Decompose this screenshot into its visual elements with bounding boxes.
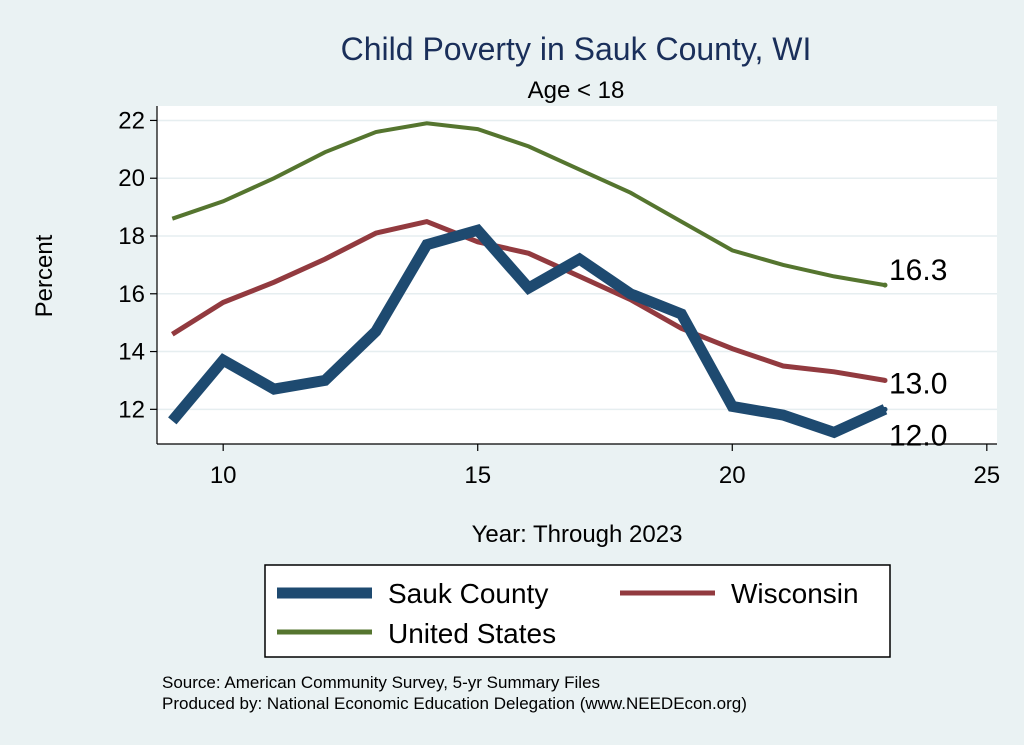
x-tick-label-15: 15 bbox=[464, 462, 491, 489]
gridlines bbox=[157, 119, 997, 411]
chart-title: Child Poverty in Sauk County, WI bbox=[341, 31, 812, 67]
y-tick-label-14: 14 bbox=[118, 339, 145, 366]
y-tick-label-16: 16 bbox=[118, 281, 145, 308]
x-tick-label-10: 10 bbox=[210, 462, 237, 489]
end-marker-wisconsin bbox=[882, 377, 888, 383]
end-label-wisconsin: 13.0 bbox=[889, 367, 947, 400]
producer-note: Produced by: National Economic Education… bbox=[162, 694, 747, 713]
series-lines bbox=[168, 121, 888, 439]
y-tick-label-20: 20 bbox=[118, 165, 145, 192]
legend-label-wisconsin: Wisconsin bbox=[731, 578, 859, 609]
chart-subtitle: Age < 18 bbox=[528, 77, 625, 104]
legend-label-united-states: United States bbox=[388, 618, 556, 649]
y-tick-label-22: 22 bbox=[118, 107, 145, 134]
line-wisconsin bbox=[170, 218, 886, 383]
x-axis-label: Year: Through 2023 bbox=[472, 521, 683, 548]
end-marker-sauk-county bbox=[882, 406, 888, 412]
legend-label-sauk-county: Sauk County bbox=[388, 578, 548, 609]
y-axis-label: Percent bbox=[31, 234, 58, 317]
x-tick-labels: 10 15 20 25 bbox=[210, 462, 1000, 489]
end-label-united-states: 16.3 bbox=[889, 254, 947, 287]
legend-box bbox=[264, 564, 891, 658]
end-labels: 12.0 13.0 16.3 bbox=[882, 254, 947, 452]
y-tick-label-12: 12 bbox=[118, 396, 145, 423]
line-united-states bbox=[171, 121, 886, 288]
line-sauk-county bbox=[168, 223, 888, 439]
y-tick-label-18: 18 bbox=[118, 223, 145, 250]
end-marker-united-states bbox=[882, 282, 888, 288]
legend: Sauk County Wisconsin United States bbox=[264, 564, 891, 658]
axes bbox=[150, 106, 997, 451]
end-label-sauk-county: 12.0 bbox=[889, 419, 947, 452]
x-tick-label-25: 25 bbox=[973, 462, 1000, 489]
source-note: Source: American Community Survey, 5-yr … bbox=[162, 673, 600, 692]
y-tick-labels: 12 14 16 18 20 22 bbox=[118, 107, 145, 423]
x-tick-label-20: 20 bbox=[719, 462, 746, 489]
